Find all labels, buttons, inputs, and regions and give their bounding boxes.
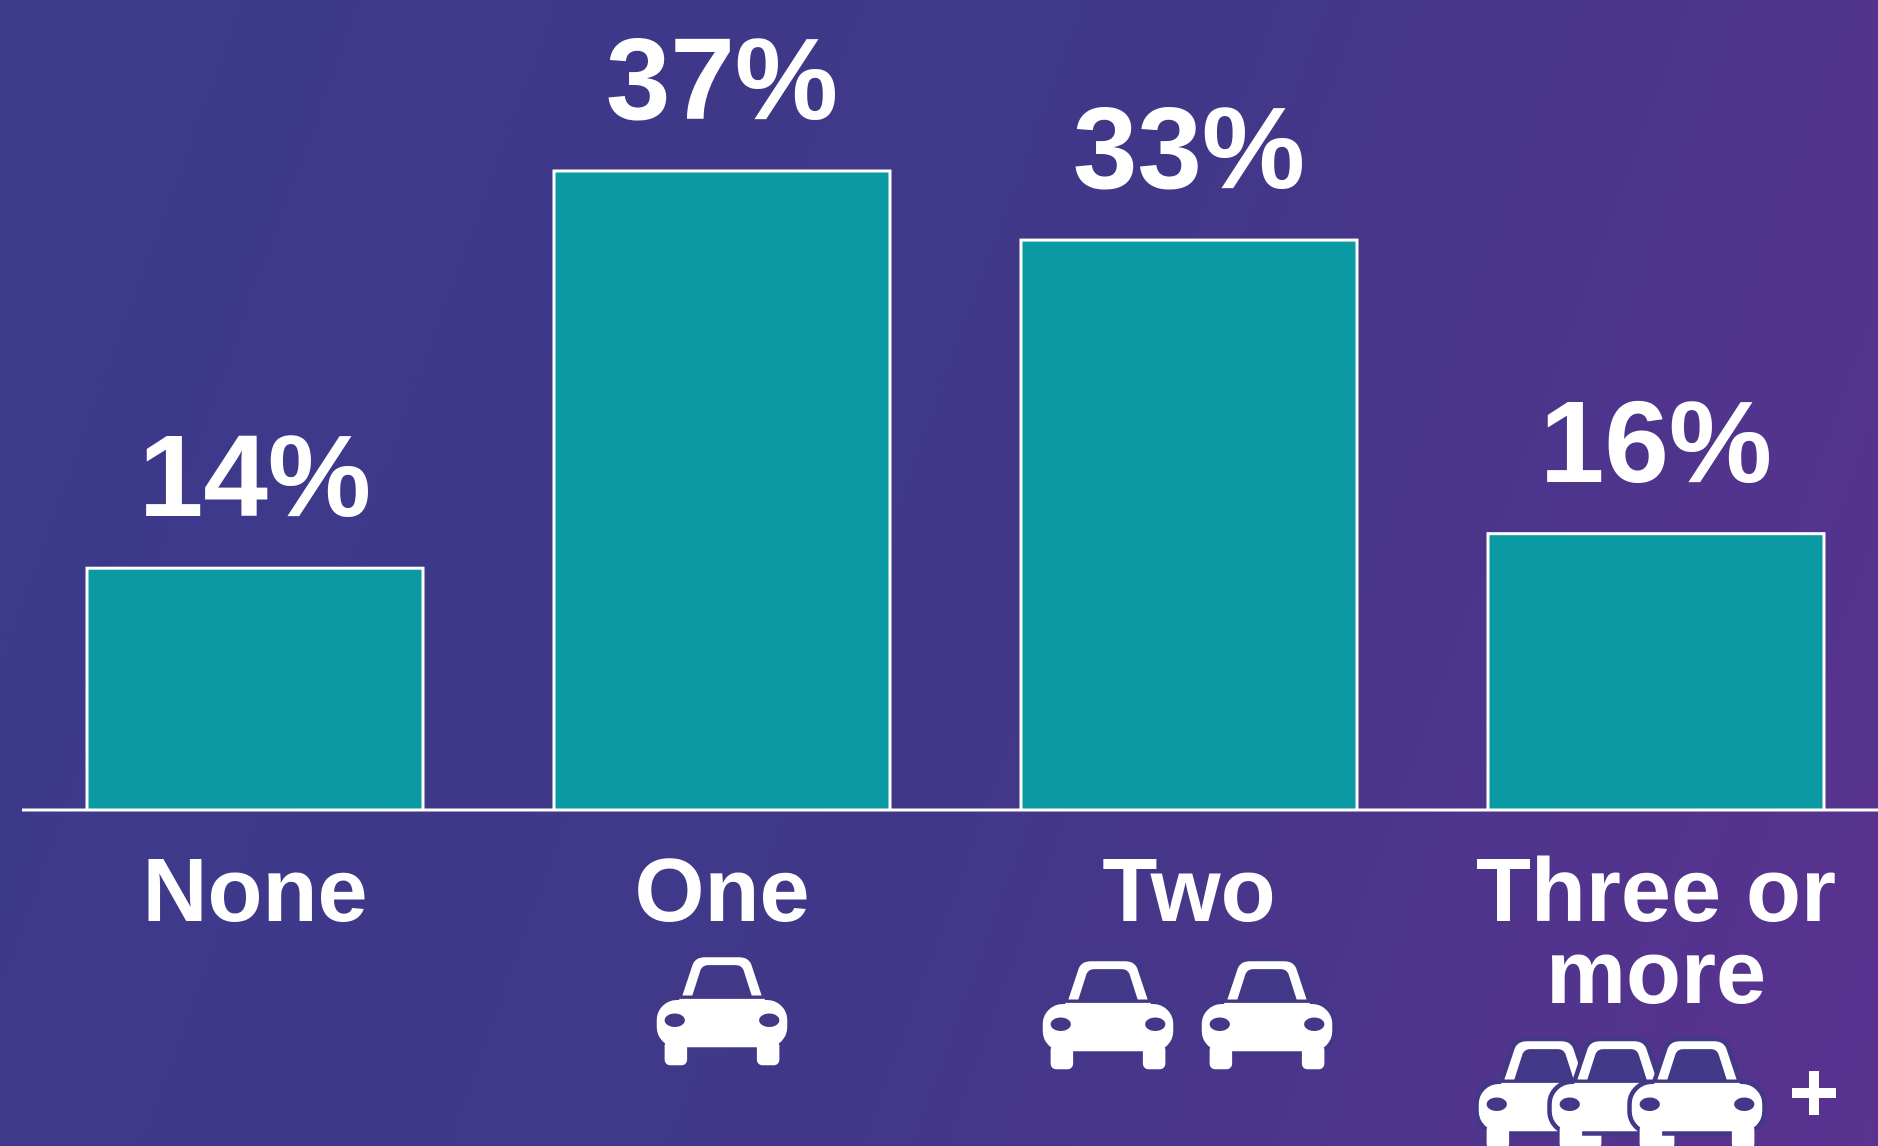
car-icon [655, 955, 790, 1065]
value-label: 37% [605, 14, 839, 144]
car-icon [1200, 959, 1335, 1069]
bar [1486, 532, 1826, 812]
x-tick-label: One [634, 841, 810, 941]
value-label: 33% [1072, 83, 1306, 214]
x-tick-label: Three or more [1475, 841, 1837, 1023]
value-label: 16% [1539, 376, 1773, 507]
x-tick-label: Two [1102, 841, 1276, 941]
bar [85, 566, 425, 812]
car-icon [1041, 959, 1176, 1069]
x-tick-label: None [142, 841, 368, 941]
plus-icon [1809, 1071, 1819, 1115]
bar [1019, 238, 1359, 812]
bar [552, 169, 892, 812]
value-label: 14% [138, 411, 372, 542]
